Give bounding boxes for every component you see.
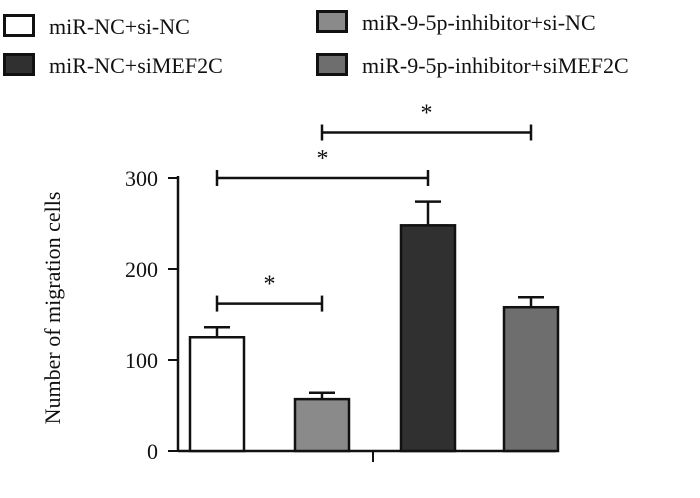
y-tick-label: 200 <box>125 257 158 282</box>
legend-label: miR-9-5p-inhibitor+si-NC <box>362 10 596 35</box>
legend-swatch <box>316 10 348 33</box>
bar <box>502 305 560 453</box>
legend-label: miR-9-5p-inhibitor+siMEF2C <box>362 53 629 78</box>
legend-label: miR-NC+siMEF2C <box>49 53 223 78</box>
bar <box>293 397 351 453</box>
legend-swatch <box>3 53 35 76</box>
y-tick-label: 300 <box>125 166 158 191</box>
y-tick-label: 100 <box>125 348 158 373</box>
significance-star: * <box>264 272 276 298</box>
legend: miR-NC+si-NC miR-9-5p-inhibitor+si-NC miR-… <box>3 10 629 78</box>
plot-area: 0 100 200 300 * * * <box>125 101 560 464</box>
bar <box>399 224 457 453</box>
legend-label: miR-NC+si-NC <box>49 14 190 39</box>
y-axis-label: Number of migration cells <box>40 192 65 425</box>
legend-swatch <box>3 14 35 37</box>
legend-swatch <box>316 53 348 76</box>
y-tick-label: 0 <box>147 439 158 464</box>
bar <box>188 336 246 453</box>
significance-star: * <box>421 101 433 127</box>
significance-star: * <box>317 146 329 172</box>
